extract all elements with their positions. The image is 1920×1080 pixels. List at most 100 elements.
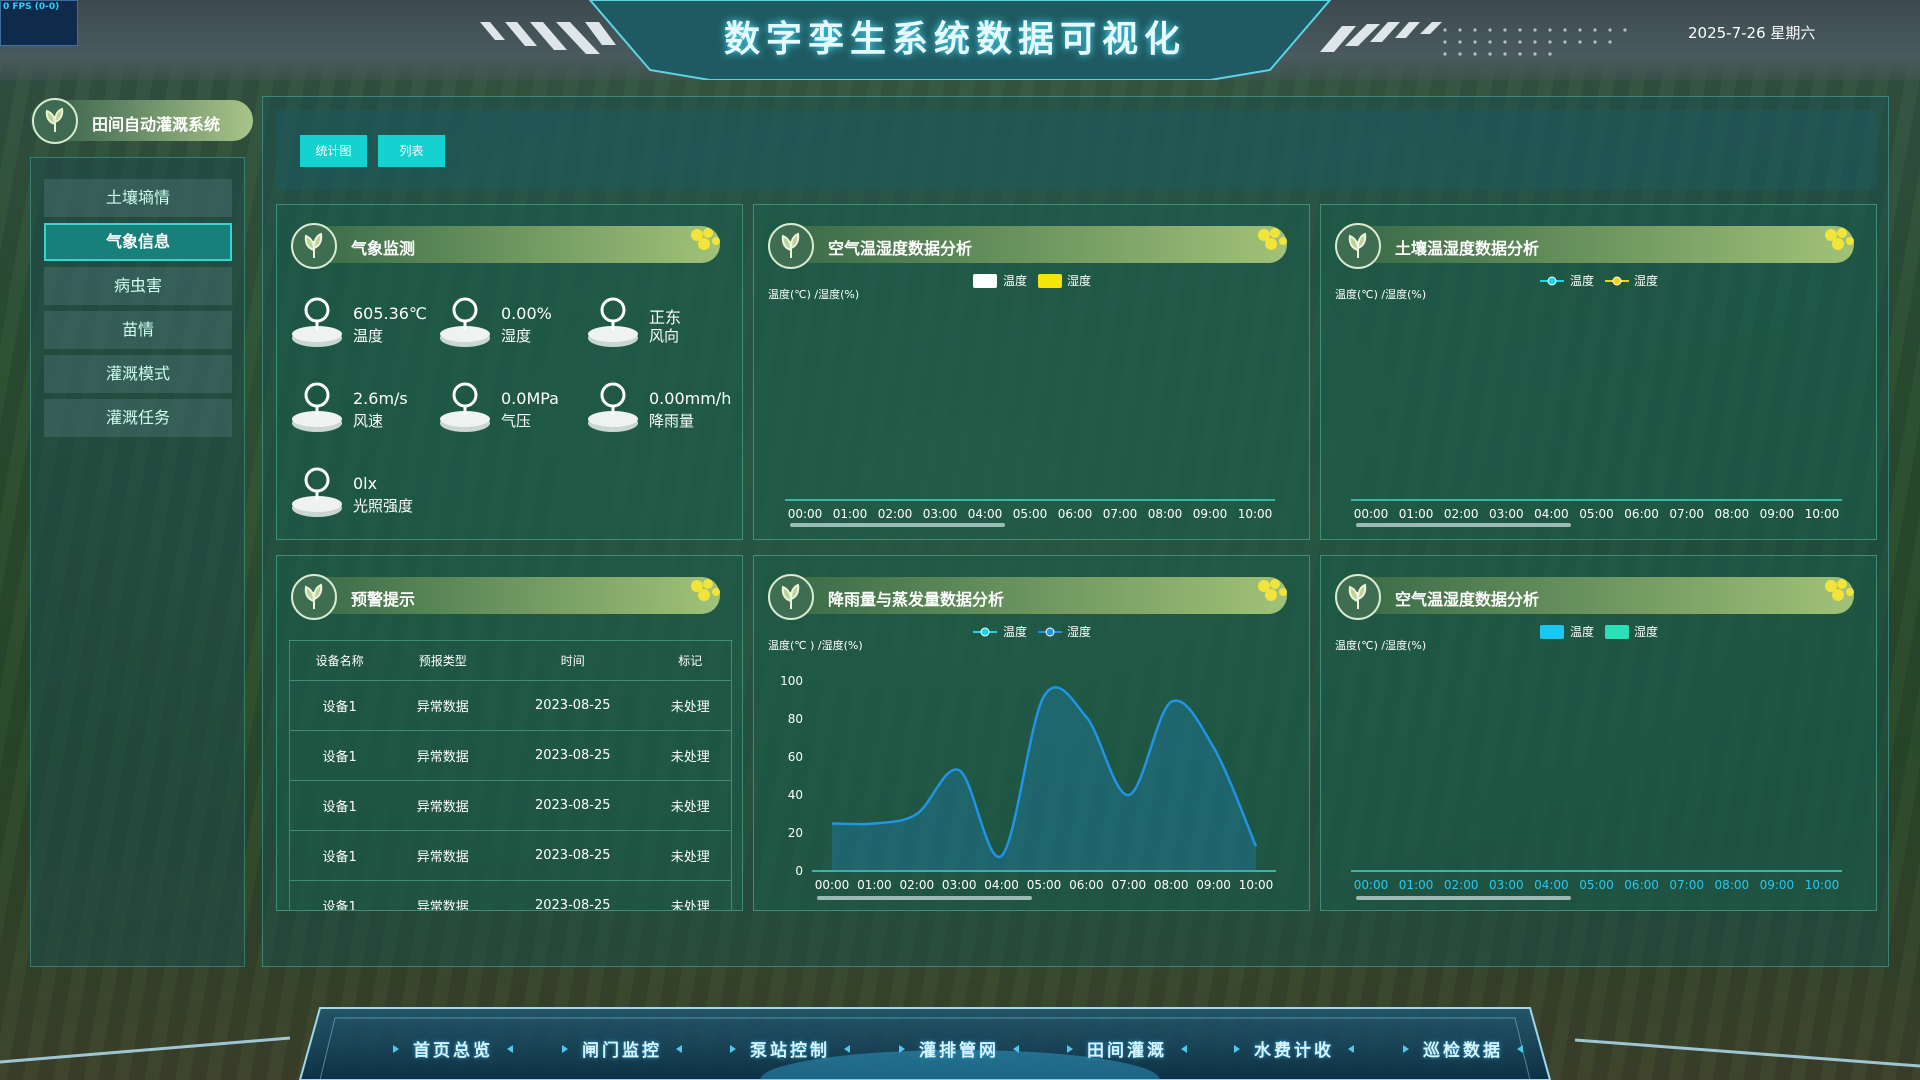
nav-item[interactable]: 泵站控制	[750, 1041, 830, 1061]
icon-glyph	[452, 382, 478, 408]
sidebar-icon	[32, 98, 78, 144]
y-tick-label: 60	[788, 750, 803, 764]
x-tick-label: 01:00	[1399, 507, 1434, 521]
decor-dot	[1837, 579, 1847, 589]
icon-base-top	[440, 326, 490, 342]
table-cell: 异常数据	[389, 730, 497, 781]
chart: 温度(℃) /湿度(%) 温度 湿度 00:00 01:00 02:00 03:00 04:0…	[768, 273, 1275, 527]
page-title: 数字孪生系统数据可视化	[723, 19, 1186, 60]
nav-item[interactable]: 水费计收	[1254, 1041, 1334, 1061]
weather-label: 风向	[649, 327, 680, 345]
x-tick-label: 07:00	[1103, 507, 1138, 521]
y-axis-label: 温度(℃) /湿度(%)	[1335, 638, 1426, 652]
y-axis-label: 温度(℃) /湿度(%)	[1335, 287, 1426, 301]
column-header: 预报类型	[389, 640, 497, 681]
weather-icon	[292, 382, 342, 432]
y-tick-label: 80	[788, 712, 803, 726]
nav-item[interactable]: 巡检数据	[1423, 1041, 1503, 1061]
nav-arrows	[1067, 1045, 1187, 1053]
warning-table: 设备名称 预报类型 时间 标记 设备1 异常数据 2023-08-25 未处理 设备1 异常数据 2…	[289, 640, 732, 910]
icon-leaf	[1348, 232, 1367, 258]
x-tick-label: 04:00	[968, 507, 1003, 521]
legend-marker	[973, 274, 997, 288]
table-cell: 未处理	[649, 680, 732, 731]
x-tick-label: 03:00	[1489, 878, 1524, 892]
nav-item[interactable]: 灌排管网	[919, 1041, 999, 1061]
x-tick-label: 00:00	[1354, 507, 1389, 521]
decor-dot	[1837, 228, 1847, 238]
table-cell: 设备1	[289, 830, 390, 881]
menu-item[interactable]: 病虫害	[44, 267, 232, 305]
decor-dot	[703, 228, 713, 238]
panel-title: 预警提示	[351, 590, 416, 609]
weather-label: 湿度	[501, 327, 532, 345]
menu-item[interactable]: 土壤墒情	[44, 179, 232, 217]
panel-icon	[1335, 574, 1381, 620]
menu-item[interactable]: 灌溉模式	[44, 355, 232, 393]
table-cell: 未处理	[649, 780, 732, 831]
panel-title: 气象监测	[351, 239, 416, 258]
table-cell: 未处理	[649, 880, 732, 910]
chart: 温度(℃ ) /湿度(%) 温度 湿度 00:00 01:00 02:00 03:00 04:…	[768, 624, 1276, 900]
weather-value: 2.6m/s	[353, 389, 408, 408]
y-axis-label: 温度(℃ ) /湿度(%)	[768, 638, 863, 652]
weather-icon	[588, 297, 638, 347]
arrow-left	[1067, 1045, 1073, 1053]
panel-decor	[691, 228, 720, 250]
nav-item[interactable]: 首页总览	[413, 1041, 493, 1061]
icon-base-top	[292, 496, 342, 512]
scrollbar-track	[1356, 896, 1571, 900]
panel-decor	[1825, 579, 1854, 601]
arrow-left	[1403, 1045, 1409, 1053]
chart-panel: 空气温湿度数据分析 温度(℃) /湿度(%) 温度 湿度 00:00 01:00 02:00…	[753, 204, 1310, 540]
icon-base-top	[588, 326, 638, 342]
legend-label: 温度	[1003, 624, 1027, 639]
menu-item[interactable]: 灌溉任务	[44, 399, 232, 437]
table-cell: 异常数据	[389, 780, 497, 831]
x-tick-label: 08:00	[1715, 507, 1750, 521]
legend-marker	[1038, 274, 1062, 288]
icon-leaf	[304, 232, 323, 258]
panel-header	[1339, 226, 1854, 263]
menu-item[interactable]: 气象信息	[44, 223, 232, 261]
chart-panel: 土壤温湿度数据分析 温度(℃) /湿度(%) 温度 湿度 00:00 01:00 02:00…	[1320, 204, 1877, 540]
right-slashes	[1320, 22, 1442, 52]
x-tick-label: 10:00	[1238, 507, 1273, 521]
x-tick-label: 09:00	[1760, 507, 1795, 521]
decor-dot	[1825, 229, 1837, 241]
decor-dot	[698, 589, 710, 601]
table-row: 设备1 异常数据 2023-08-25 未处理	[289, 730, 732, 781]
column-header: 标记	[649, 640, 732, 681]
arrow-left	[562, 1045, 568, 1053]
table-cell: 2023-08-25	[496, 680, 650, 731]
chart-panel: 空气温湿度数据分析 温度(℃) /湿度(%) 温度 湿度 00:00 01:00 02:00…	[1320, 555, 1877, 911]
table-cell: 设备1	[289, 880, 390, 910]
tab-button[interactable]: 统计图	[300, 135, 367, 167]
panel-decor	[1258, 228, 1287, 250]
legend-label: 温度	[1570, 273, 1594, 288]
weather-icon	[440, 297, 490, 347]
tab-button[interactable]: 列表	[378, 135, 445, 167]
x-tick-label: 00:00	[815, 878, 850, 892]
fps-counter: 0 FPS (0-0)	[0, 0, 78, 46]
nav-item[interactable]: 闸门监控	[582, 1041, 662, 1061]
menu-item[interactable]: 苗情	[44, 311, 232, 349]
icon-glyph	[600, 297, 626, 323]
legend-marker-dot	[1612, 276, 1622, 286]
top-bar	[0, 0, 1920, 80]
icon-glyph	[304, 382, 330, 408]
x-tick-label: 08:00	[1715, 878, 1750, 892]
x-tick-label: 10:00	[1805, 878, 1840, 892]
legend-marker	[1540, 625, 1564, 639]
weather-value: 0.00mm/h	[649, 389, 732, 408]
decor-dot	[691, 580, 703, 592]
decor-dot	[703, 579, 713, 589]
x-tick-label: 06:00	[1058, 507, 1093, 521]
nav-item[interactable]: 田间灌溉	[1087, 1041, 1167, 1061]
x-tick-label: 08:00	[1148, 507, 1183, 521]
table-cell: 异常数据	[389, 680, 497, 731]
x-tick-label: 03:00	[923, 507, 958, 521]
legend-label: 温度	[1003, 273, 1027, 288]
weather-value: 0.00%	[501, 304, 552, 323]
decor-dot	[1270, 579, 1280, 589]
